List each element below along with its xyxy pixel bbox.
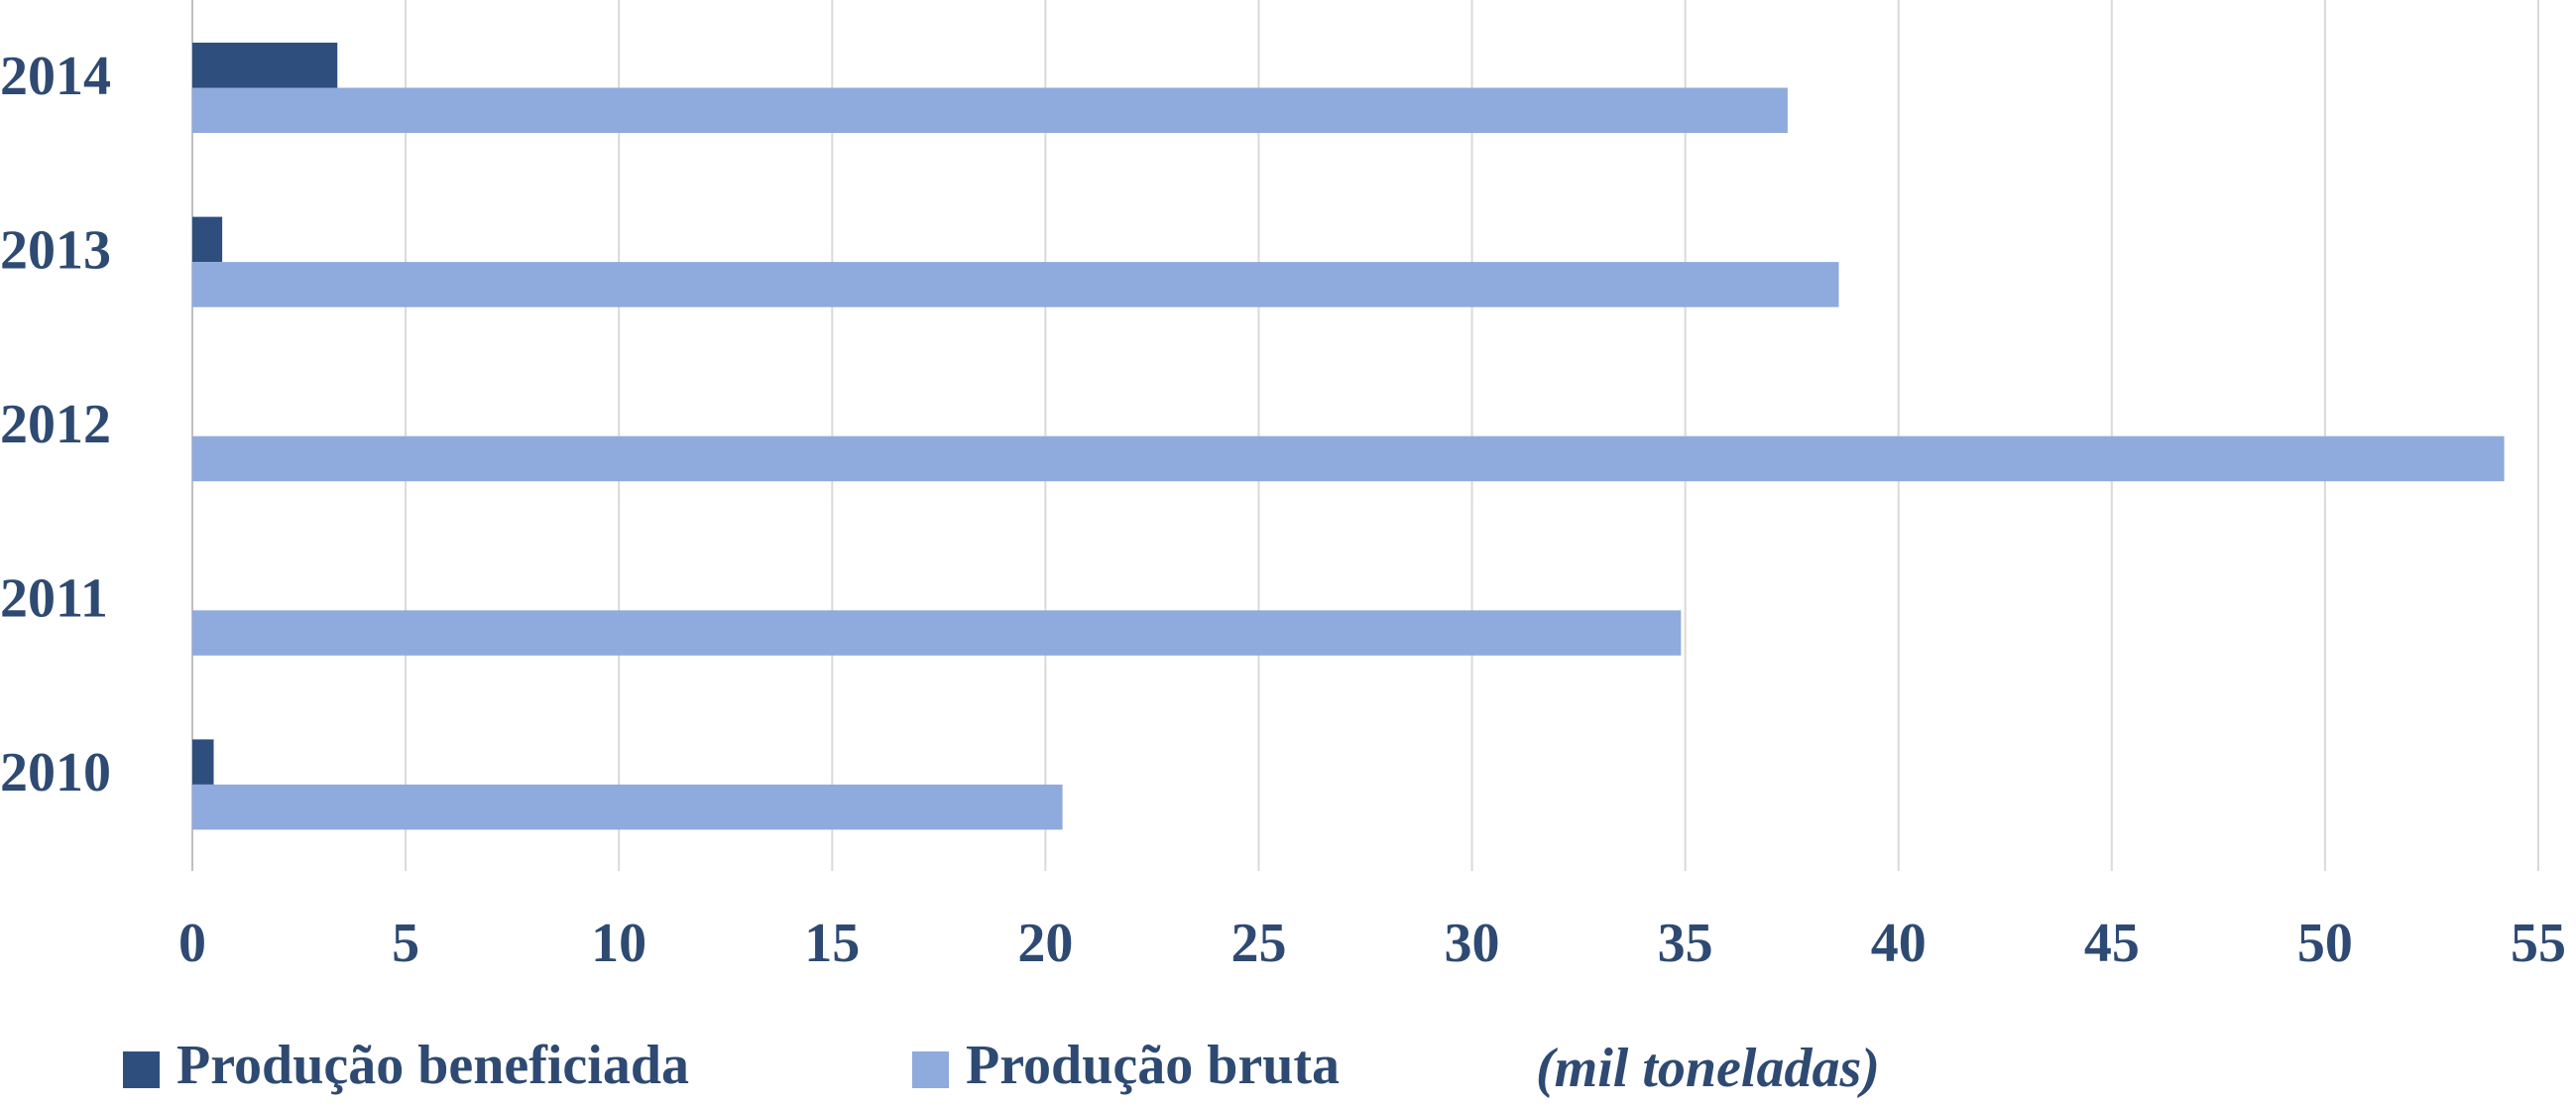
bar bbox=[192, 739, 214, 785]
bar bbox=[192, 262, 1839, 308]
legend-swatch bbox=[123, 1051, 160, 1088]
bar bbox=[192, 43, 338, 88]
y-tick-label: 2012 bbox=[0, 394, 111, 455]
x-tick-label: 20 bbox=[1017, 913, 1073, 974]
unit-annotation: (mil toneladas) bbox=[1536, 1038, 1880, 1099]
x-tick-label: 0 bbox=[178, 913, 206, 974]
y-tick-label: 2011 bbox=[0, 568, 108, 630]
x-tick-label: 5 bbox=[392, 913, 419, 974]
x-tick-label: 25 bbox=[1230, 913, 1286, 974]
x-tick-label: 45 bbox=[2084, 913, 2140, 974]
legend-label: Produção bruta bbox=[966, 1035, 1340, 1096]
x-tick-label: 30 bbox=[1445, 913, 1500, 974]
x-tick-label: 40 bbox=[1871, 913, 1927, 974]
bar bbox=[192, 216, 223, 263]
x-tick-label: 35 bbox=[1658, 913, 1713, 974]
legend-label: Produção beneficiada bbox=[176, 1035, 689, 1096]
y-tick-label: 2010 bbox=[0, 742, 111, 803]
bar bbox=[192, 610, 1682, 656]
x-tick-label: 15 bbox=[804, 913, 860, 974]
y-tick-label: 2014 bbox=[0, 46, 111, 107]
bar bbox=[192, 87, 1788, 133]
x-tick-label: 55 bbox=[2511, 913, 2566, 974]
y-tick-label: 2013 bbox=[0, 219, 111, 281]
legend-swatch bbox=[912, 1051, 949, 1088]
bar bbox=[192, 435, 2505, 482]
bar bbox=[192, 784, 1063, 830]
x-tick-label: 50 bbox=[2297, 913, 2353, 974]
x-tick-label: 10 bbox=[591, 913, 646, 974]
